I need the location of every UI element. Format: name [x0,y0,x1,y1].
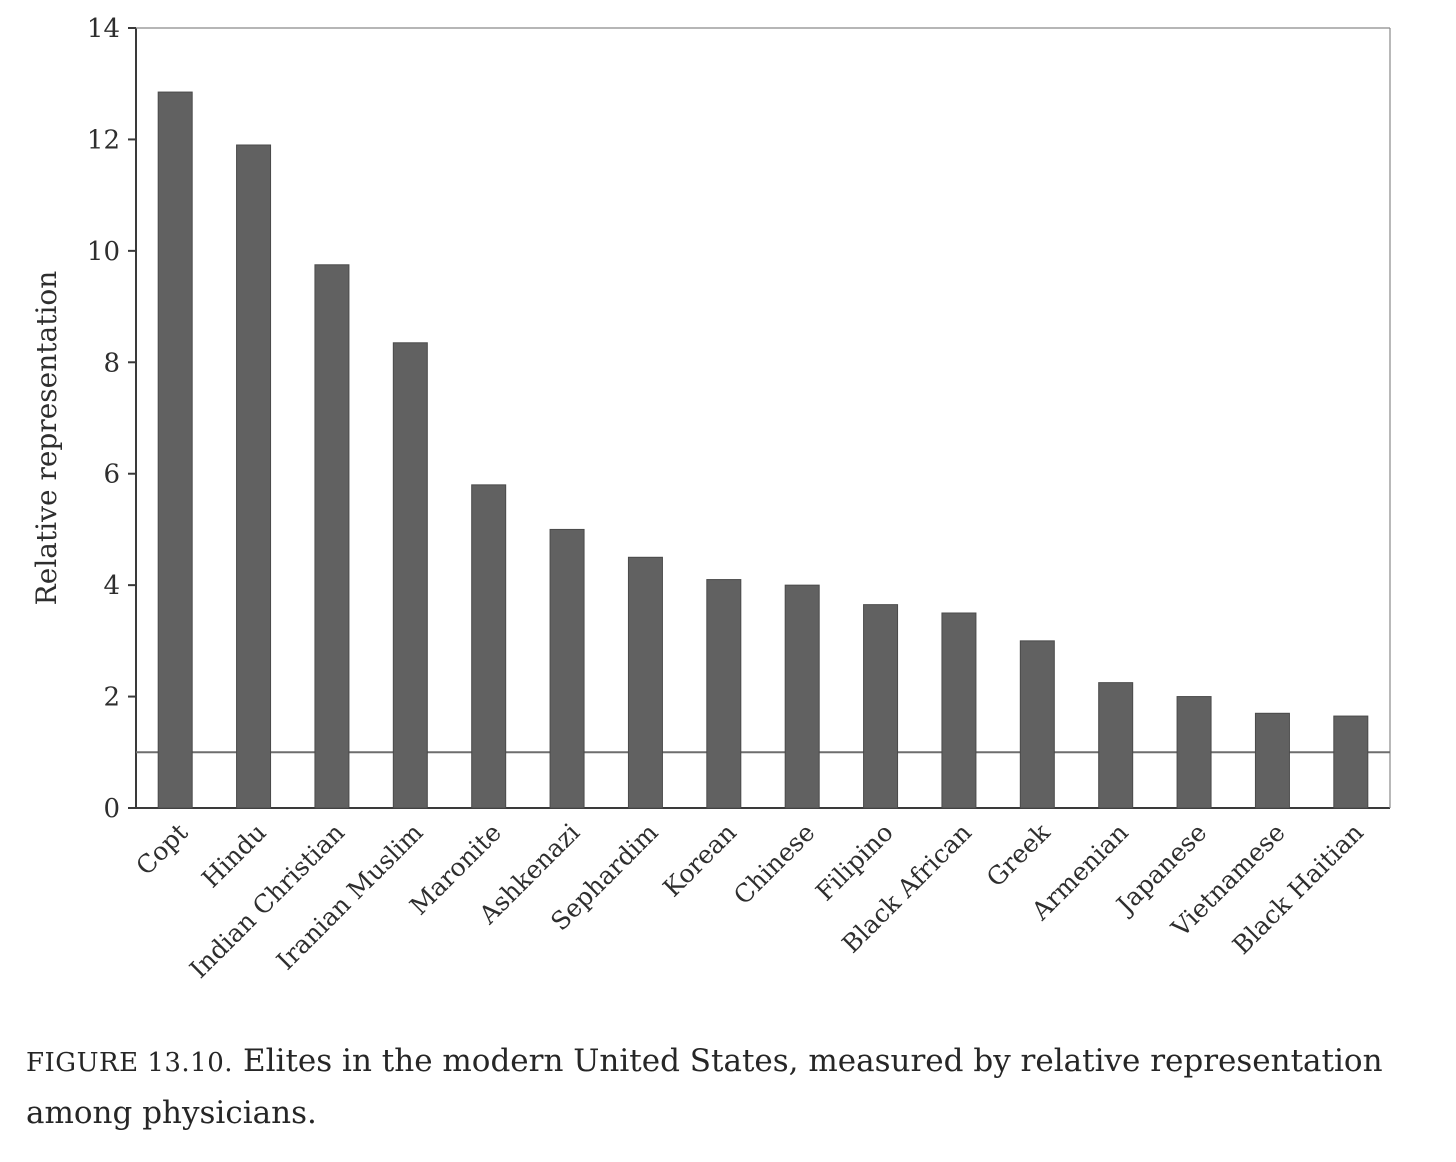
x-tick-label: Iranian Muslim [271,818,429,976]
bar [549,528,585,809]
bar [1176,696,1212,809]
chart-container: 0 2 4 6 8 10 12 14 Copt Hindu Indian Christian Ira… [30,14,1391,984]
y-tick-label: 0 [103,794,120,824]
bars-group [157,91,1369,809]
bar [863,604,899,809]
bar [314,264,350,809]
x-tick-label: Copt [130,818,193,881]
x-tick-label: Hindu [196,818,272,894]
bar [706,579,742,809]
bar [1333,715,1369,809]
bar [471,484,507,809]
bar [1019,640,1055,809]
figure-label: FIGURE 13.10. [26,1048,234,1078]
bar [1098,682,1134,809]
bar [392,342,428,809]
y-tick-label: 14 [87,14,120,44]
bar [157,91,193,809]
bar [941,612,977,809]
y-axis-title: Relative representation [30,271,63,606]
y-tick-label: 10 [87,237,120,267]
bar [1254,712,1290,809]
caption-text: Elites in the modern United States, meas… [26,1043,1383,1131]
y-tick-label: 8 [103,348,120,378]
figure-caption: FIGURE 13.10. Elites in the modern United… [26,1036,1426,1138]
x-tick-label: Greek [981,817,1056,892]
y-axis-ticks: 0 2 4 6 8 10 12 14 [87,14,136,824]
bar [784,584,820,809]
bar [627,556,663,809]
bar [236,144,272,809]
y-tick-label: 12 [87,125,120,155]
y-tick-label: 2 [103,683,120,713]
x-tick-label: Chinese [728,818,820,910]
y-tick-label: 4 [103,571,120,601]
y-tick-label: 6 [103,460,120,490]
